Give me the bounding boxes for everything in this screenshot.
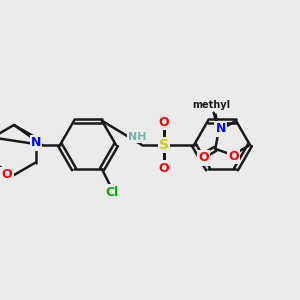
Text: O: O [228,149,239,163]
Text: N: N [215,122,226,135]
Text: methyl: methyl [193,100,231,110]
Text: N: N [31,136,41,149]
Text: S: S [159,138,169,152]
Text: O: O [159,161,169,175]
Text: O: O [198,152,209,164]
Text: O: O [159,116,169,128]
Text: NH: NH [128,132,146,142]
Text: Cl: Cl [105,186,119,199]
Text: O: O [2,169,12,182]
